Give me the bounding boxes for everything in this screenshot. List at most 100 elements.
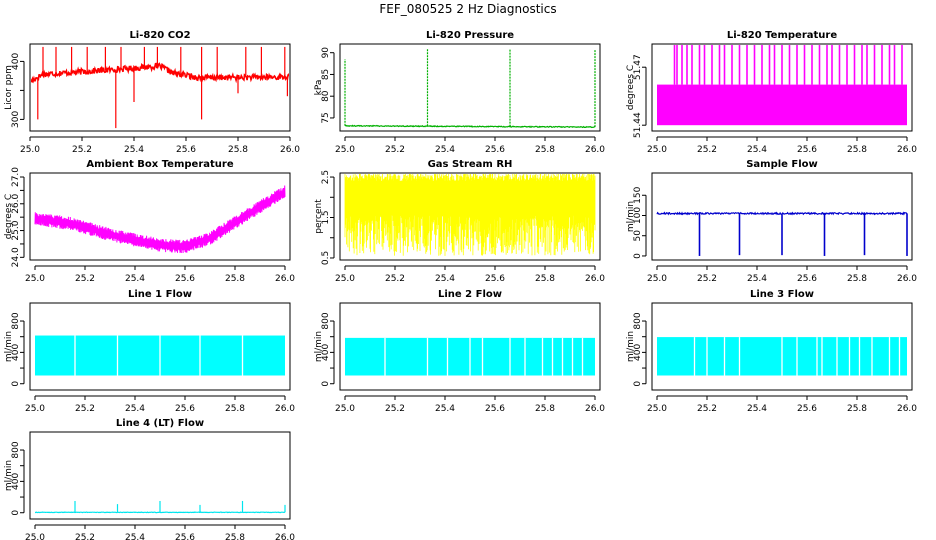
x-tick-label: 25.2: [385, 404, 405, 414]
panel-p1: Li-820 CO2 Licor ppm 25.0 25.2 25.4 25.6 25.8 2…: [4, 30, 300, 155]
y-tick-label: 400: [633, 344, 643, 361]
panel-title: Gas Stream RH: [428, 159, 513, 170]
y-tick-label: 27.0: [11, 167, 21, 187]
x-tick-label: 25.2: [697, 274, 717, 284]
x-tick-label: 25.2: [75, 274, 95, 284]
x-tick-label: 25.2: [697, 145, 717, 155]
x-tick-label: 25.0: [647, 145, 667, 155]
x-tick-label: 25.8: [847, 404, 867, 414]
y-tick-label: 1.5: [321, 210, 331, 224]
x-tick-label: 25.6: [485, 145, 505, 155]
plot-frame: [339, 302, 601, 391]
x-tick-label: 26.0: [280, 145, 300, 155]
x-tick-label: 25.6: [797, 404, 817, 414]
x-tick-label: 25.4: [747, 145, 767, 155]
x-tick-label: 25.4: [125, 404, 145, 414]
x-tick-label: 26.0: [897, 274, 917, 284]
plot-frame: [651, 302, 913, 391]
data-layer: [344, 174, 596, 256]
x-tick-label: 25.4: [435, 404, 455, 414]
y-tick-label: 75: [321, 112, 331, 123]
x-tick-label: 25.2: [697, 404, 717, 414]
series-line: [35, 511, 285, 514]
x-tick-label: 25.8: [228, 145, 248, 155]
data-layer: [657, 45, 907, 126]
y-tick-label: 80: [321, 90, 331, 102]
x-tick-label: 25.4: [124, 145, 144, 155]
data-layer: [657, 337, 907, 376]
x-tick-label: 25.0: [647, 274, 667, 284]
panel-title: Ambient Box Temperature: [86, 159, 233, 170]
y-axis-label: percent: [314, 199, 324, 234]
x-tick-label: 25.4: [747, 404, 767, 414]
x-tick-label: 26.0: [897, 404, 917, 414]
panel-p8: Line 2 Flow ml/min 25.0 25.2 25.4 25.6 25.8 26.…: [314, 289, 605, 414]
panel-p10: Line 4 (LT) Flow ml/min 25.0 25.2 25.4 25.6 25…: [4, 418, 295, 540]
figure-title: FEF_080525 2 Hz Diagnostics: [379, 2, 556, 16]
x-tick-label: 25.0: [20, 145, 40, 155]
y-axis-label: degrees C: [626, 65, 636, 110]
y-axis-label: ml/min: [314, 331, 324, 362]
y-tick-label: 90: [321, 47, 331, 59]
x-tick-label: 25.0: [647, 404, 667, 414]
data-layer: [345, 337, 595, 376]
x-tick-label: 25.2: [75, 404, 95, 414]
x-tick-label: 25.8: [225, 274, 245, 284]
x-tick-label: 25.6: [797, 274, 817, 284]
x-tick-label: 25.6: [485, 404, 505, 414]
series-noise: [344, 174, 596, 256]
series-line: [31, 62, 289, 84]
x-tick-label: 25.8: [225, 533, 245, 540]
y-tick-label: 0: [11, 381, 21, 387]
band-fill: [657, 84, 907, 126]
x-tick-label: 25.4: [435, 274, 455, 284]
y-tick-label: 150: [633, 186, 643, 203]
plot-frame: [29, 172, 291, 261]
y-tick-label: 400: [11, 344, 21, 361]
x-tick-label: 25.6: [175, 404, 195, 414]
y-axis-label: Licor ppm: [4, 65, 14, 110]
panel-title: Line 2 Flow: [438, 289, 502, 300]
y-tick-label: 2.5: [321, 170, 331, 184]
x-tick-label: 25.4: [747, 274, 767, 284]
x-tick-label: 25.8: [535, 274, 555, 284]
y-axis-label: ml/min: [4, 460, 14, 491]
y-tick-label: 300: [11, 111, 21, 128]
panel-p6: Sample Flow ml/min 25.0 25.2 25.4 25.6 25.8 26.…: [626, 159, 917, 284]
y-axis-label: degrees C: [4, 194, 14, 239]
panel-title: Li-820 Temperature: [727, 30, 837, 41]
x-tick-label: 26.0: [585, 404, 605, 414]
x-tick-label: 25.6: [175, 274, 195, 284]
x-tick-label: 26.0: [275, 404, 295, 414]
y-tick-label: 0: [633, 253, 643, 259]
panel-p2: Li-820 Pressure kPa 25.0 25.2 25.4 25.6 25.8 26…: [314, 30, 605, 155]
x-tick-label: 25.4: [125, 274, 145, 284]
panel-p5: Gas Stream RH percent 25.0 25.2 25.4 25.6 25.8…: [314, 159, 605, 284]
x-tick-label: 26.0: [275, 533, 295, 540]
plot-frame: [651, 172, 913, 261]
y-tick-label: 85: [321, 69, 331, 80]
panel-p9: Line 3 Flow ml/min 25.0 25.2 25.4 25.6 25.8 26.…: [626, 289, 917, 414]
plot-frame: [29, 43, 291, 132]
x-tick-label: 25.6: [797, 145, 817, 155]
x-tick-label: 25.2: [75, 533, 95, 540]
y-tick-label: 51.47: [633, 54, 643, 80]
x-tick-label: 25.2: [385, 145, 405, 155]
x-tick-label: 26.0: [275, 274, 295, 284]
plot-frame: [339, 43, 601, 132]
y-axis-label: ml/min: [626, 331, 636, 362]
y-tick-label: 26.0: [11, 193, 21, 213]
x-tick-label: 25.0: [335, 274, 355, 284]
y-tick-label: 51.44: [633, 112, 643, 138]
y-tick-label: 400: [11, 53, 21, 70]
y-axis-label: ml/min: [4, 331, 14, 362]
panel-title: Li-820 Pressure: [426, 30, 514, 41]
x-tick-label: 25.0: [25, 404, 45, 414]
data-layer: [35, 500, 286, 514]
series-line: [34, 185, 286, 254]
data-layer: [31, 46, 289, 129]
y-tick-label: 0.5: [321, 251, 331, 265]
series-line: [345, 124, 596, 129]
x-tick-label: 25.8: [535, 404, 555, 414]
